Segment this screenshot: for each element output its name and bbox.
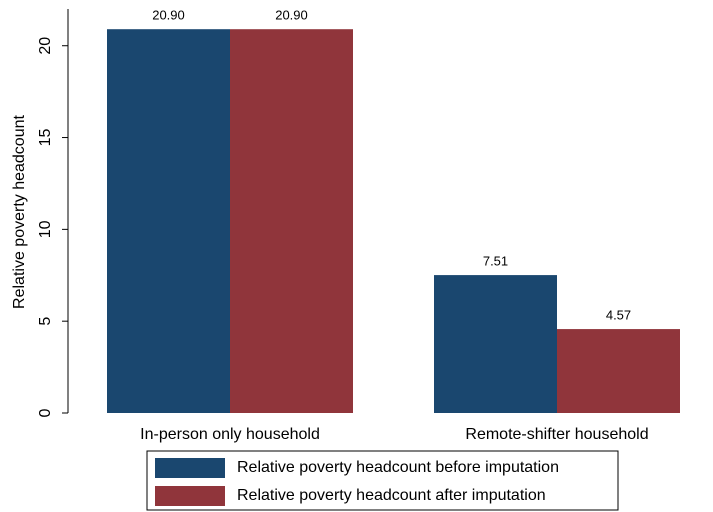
x-tick-label: Remote-shifter household xyxy=(465,426,648,443)
bar xyxy=(230,29,353,413)
y-axis-title: Relative poverty headcount xyxy=(11,115,28,309)
y-tick-label: 0 xyxy=(37,408,54,417)
value-label: 7.51 xyxy=(483,254,508,269)
legend-box xyxy=(146,450,619,511)
legend-swatch xyxy=(155,486,225,506)
y-tick-label: 20 xyxy=(37,37,54,55)
bar xyxy=(107,29,230,413)
y-tick-label: 10 xyxy=(37,220,54,238)
x-tick-label: In-person only household xyxy=(140,426,320,443)
value-label: 20.90 xyxy=(275,8,308,23)
legend-swatch xyxy=(155,458,225,478)
bar xyxy=(557,329,680,413)
legend-label: Relative poverty headcount after imputat… xyxy=(237,487,546,504)
y-tick-label: 15 xyxy=(37,129,54,147)
value-label: 20.90 xyxy=(152,8,185,23)
y-tick-label: 5 xyxy=(37,317,54,326)
value-label: 4.57 xyxy=(606,308,631,323)
bar xyxy=(434,275,557,413)
legend-label: Relative poverty headcount before imputa… xyxy=(237,459,559,476)
